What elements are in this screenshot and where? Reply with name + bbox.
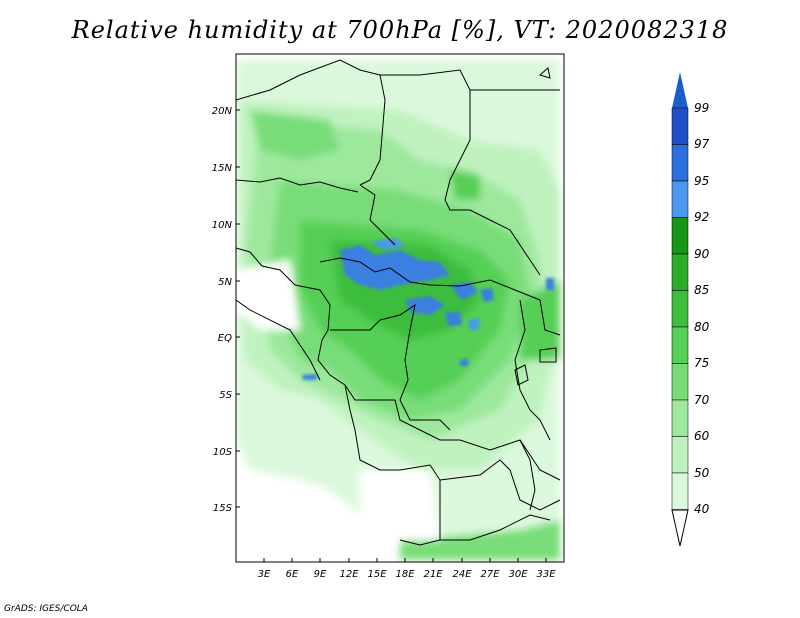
lon-label-33e: 33E: [536, 569, 556, 580]
colorbar-label-70: 70: [694, 393, 710, 407]
lon-label-12e: 12E: [339, 569, 359, 580]
latitude-axis: 20N 15N 10N 5N EQ 5S 10S 15S: [212, 106, 240, 514]
lon-label-27e: 27E: [480, 569, 500, 580]
lon-label-30e: 30E: [508, 569, 528, 580]
colorbar-label-95: 95: [694, 174, 709, 188]
colorbar-band: [671, 107, 689, 145]
colorbar-label-60: 60: [694, 429, 710, 443]
colorbar-band: [671, 290, 689, 328]
colorbar-band: [671, 180, 689, 218]
humidity-field: [236, 54, 564, 562]
colorbar-band: [671, 472, 689, 510]
colorbar-band: [671, 253, 689, 291]
colorbar-band: [671, 436, 689, 474]
lon-label-3e: 3E: [258, 569, 271, 580]
lat-label-10n: 10N: [212, 220, 233, 231]
grads-credit: GrADS: IGES/COLA: [4, 604, 88, 614]
map-frame: [235, 53, 565, 563]
lon-label-6e: 6E: [286, 569, 299, 580]
colorbar: 99 97 95 92 90 85 80 75 70 60 50 40: [671, 72, 710, 547]
country-borders: [236, 59, 561, 546]
colorbar-bottom-arrow: [671, 509, 689, 547]
colorbar-band: [671, 217, 689, 255]
lat-label-15n: 15N: [212, 163, 233, 174]
lon-label-21e: 21E: [423, 569, 443, 580]
colorbar-label-40: 40: [694, 502, 710, 516]
colorbar-band: [671, 144, 689, 182]
colorbar-label-97: 97: [694, 137, 710, 151]
map-title: Relative humidity at 700hPa [%], VT: 202…: [71, 16, 729, 44]
colorbar-band: [671, 399, 689, 437]
lon-label-15e: 15E: [367, 569, 387, 580]
colorbar-top-arrow: [672, 72, 688, 108]
colorbar-label-80: 80: [694, 320, 710, 334]
lat-label-20n: 20N: [212, 106, 233, 117]
lon-label-24e: 24E: [452, 569, 472, 580]
colorbar-label-92: 92: [694, 210, 709, 224]
colorbar-label-99: 99: [694, 101, 709, 115]
lat-label-10s: 10S: [213, 447, 233, 458]
colorbar-band: [671, 326, 689, 364]
humidity-high-patches: [302, 238, 554, 380]
lon-label-18e: 18E: [395, 569, 415, 580]
lat-label-15s: 15S: [213, 503, 233, 514]
colorbar-label-50: 50: [694, 466, 710, 480]
colorbar-label-85: 85: [694, 283, 709, 297]
colorbar-label-75: 75: [694, 356, 709, 370]
lat-label-5n: 5N: [218, 277, 232, 288]
longitude-axis: 3E 6E 9E 12E 15E 18E 21E 24E 27E 30E 33E: [258, 558, 556, 580]
colorbar-band: [671, 363, 689, 401]
lat-label-eq: EQ: [218, 333, 232, 344]
colorbar-label-90: 90: [694, 247, 710, 261]
lat-label-5s: 5S: [219, 390, 232, 401]
lon-label-9e: 9E: [314, 569, 327, 580]
